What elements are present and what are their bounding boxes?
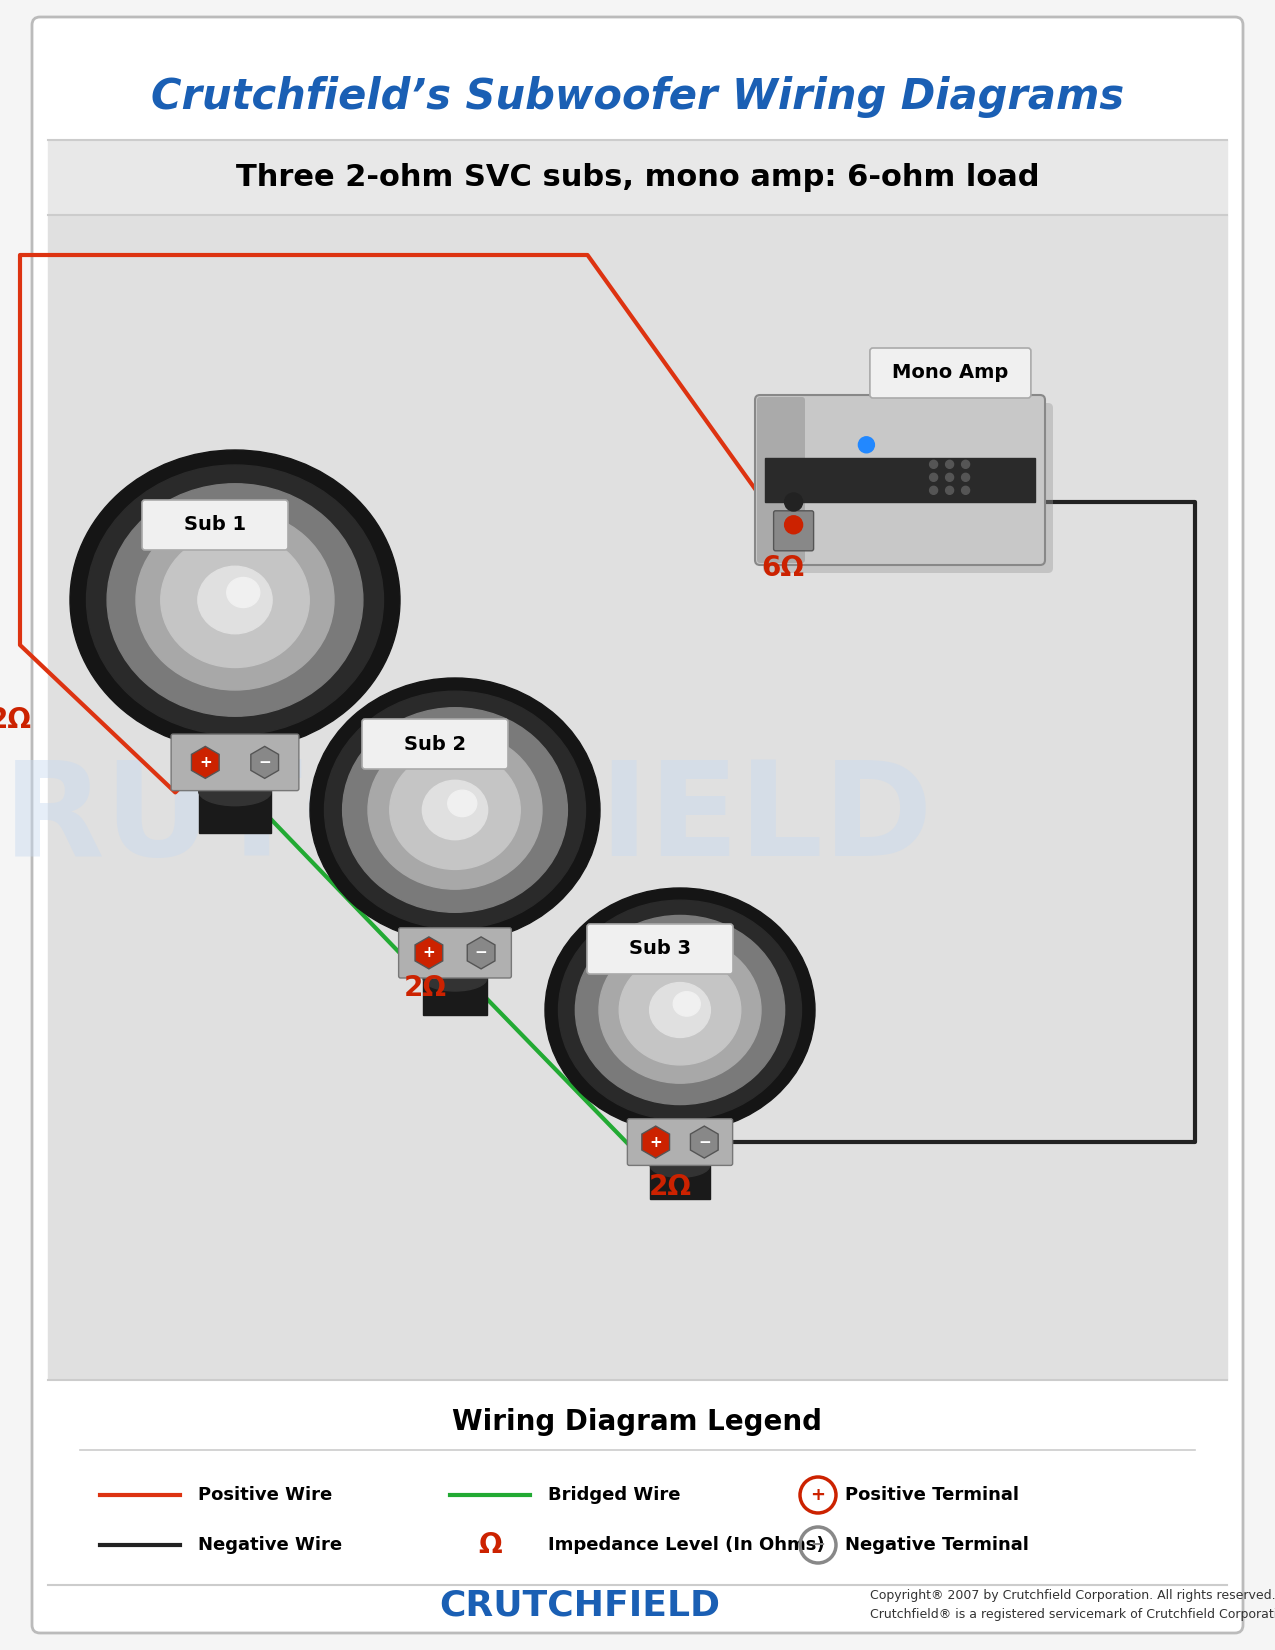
Ellipse shape (544, 888, 815, 1132)
Bar (48, 1586, 1227, 1625)
Text: Sub 2: Sub 2 (404, 734, 467, 754)
Ellipse shape (390, 751, 520, 870)
FancyBboxPatch shape (870, 348, 1031, 398)
Text: Impedance Level (In Ohms): Impedance Level (In Ohms) (548, 1536, 825, 1554)
Ellipse shape (575, 916, 784, 1104)
Text: +: + (199, 756, 212, 771)
Text: Sub 1: Sub 1 (184, 515, 246, 535)
Ellipse shape (448, 790, 477, 817)
Polygon shape (641, 1125, 669, 1158)
Circle shape (929, 487, 937, 495)
Ellipse shape (70, 450, 400, 751)
Ellipse shape (368, 731, 542, 889)
Polygon shape (416, 937, 442, 969)
FancyBboxPatch shape (586, 924, 733, 974)
Bar (48, 1379, 1227, 1586)
FancyBboxPatch shape (142, 500, 288, 549)
Text: 2Ω: 2Ω (0, 706, 32, 734)
Ellipse shape (325, 691, 585, 929)
Text: −: − (811, 1536, 826, 1554)
Text: CRUTCHFIELD: CRUTCHFIELD (440, 1587, 720, 1622)
Circle shape (961, 474, 969, 482)
Text: 2Ω: 2Ω (403, 974, 446, 1002)
Text: −: − (474, 945, 487, 960)
FancyBboxPatch shape (627, 1119, 733, 1165)
Ellipse shape (650, 982, 710, 1038)
Ellipse shape (673, 992, 700, 1016)
Text: Three 2-ohm SVC subs, mono amp: 6-ohm load: Three 2-ohm SVC subs, mono amp: 6-ohm lo… (236, 163, 1039, 191)
Text: +: + (422, 945, 435, 960)
Ellipse shape (136, 510, 334, 690)
Text: +: + (649, 1135, 662, 1150)
Text: Mono Amp: Mono Amp (892, 363, 1009, 383)
Polygon shape (467, 937, 495, 969)
Ellipse shape (599, 937, 761, 1082)
Circle shape (946, 487, 954, 495)
Bar (423, 942, 487, 1015)
FancyBboxPatch shape (171, 734, 298, 790)
Text: Wiring Diagram Legend: Wiring Diagram Legend (453, 1407, 822, 1436)
Ellipse shape (343, 708, 567, 912)
FancyBboxPatch shape (757, 398, 805, 563)
Text: −: − (259, 756, 272, 771)
Ellipse shape (422, 780, 487, 840)
Text: Negative Terminal: Negative Terminal (845, 1536, 1029, 1554)
Bar (48, 140, 1227, 214)
FancyBboxPatch shape (36, 21, 1239, 144)
Circle shape (784, 493, 802, 512)
Ellipse shape (310, 678, 601, 942)
Ellipse shape (227, 578, 260, 607)
Ellipse shape (423, 965, 487, 992)
Bar (650, 1132, 710, 1200)
Polygon shape (251, 746, 278, 779)
FancyBboxPatch shape (774, 512, 813, 551)
Polygon shape (691, 1125, 718, 1158)
Circle shape (961, 460, 969, 469)
Ellipse shape (558, 901, 802, 1120)
Text: −: − (697, 1135, 710, 1150)
Text: 2Ω: 2Ω (649, 1173, 691, 1201)
FancyBboxPatch shape (762, 403, 1053, 573)
Text: Copyright® 2007 by Crutchfield Corporation. All rights reserved.
Crutchfield® is: Copyright® 2007 by Crutchfield Corporati… (870, 1589, 1275, 1620)
Circle shape (961, 487, 969, 495)
Circle shape (784, 516, 802, 535)
Ellipse shape (107, 483, 363, 716)
Text: Crutchfield’s Subwoofer Wiring Diagrams: Crutchfield’s Subwoofer Wiring Diagrams (150, 76, 1125, 119)
Text: Bridged Wire: Bridged Wire (548, 1487, 681, 1505)
FancyBboxPatch shape (755, 394, 1046, 564)
Bar (48, 214, 1227, 1379)
Circle shape (946, 460, 954, 469)
Text: Positive Terminal: Positive Terminal (845, 1487, 1019, 1505)
Ellipse shape (161, 533, 310, 668)
Circle shape (929, 474, 937, 482)
Text: Positive Wire: Positive Wire (198, 1487, 333, 1505)
FancyBboxPatch shape (362, 719, 507, 769)
Ellipse shape (650, 1153, 710, 1178)
Ellipse shape (620, 955, 741, 1064)
Text: Negative Wire: Negative Wire (198, 1536, 342, 1554)
Text: +: + (811, 1487, 825, 1505)
Polygon shape (191, 746, 219, 779)
Text: 6Ω: 6Ω (761, 554, 805, 582)
Circle shape (946, 474, 954, 482)
Circle shape (858, 437, 875, 452)
Ellipse shape (199, 777, 272, 805)
Text: Ω: Ω (478, 1531, 502, 1559)
Circle shape (929, 460, 937, 469)
Text: CRUTCHFIELD: CRUTCHFIELD (0, 756, 933, 883)
Text: Sub 3: Sub 3 (629, 939, 691, 959)
Bar (199, 751, 272, 833)
Bar (765, 457, 1035, 502)
Ellipse shape (198, 566, 272, 634)
FancyBboxPatch shape (32, 16, 1243, 1634)
Ellipse shape (87, 465, 384, 734)
FancyBboxPatch shape (399, 927, 511, 978)
